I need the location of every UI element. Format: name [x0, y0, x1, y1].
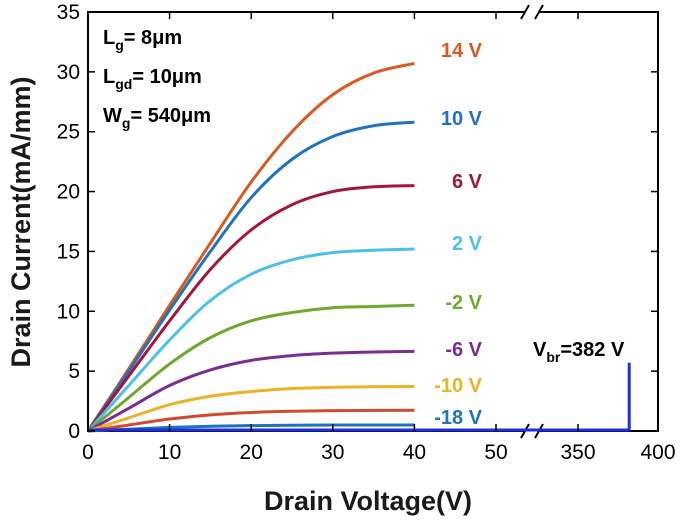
- series-label-4: -2 V: [445, 292, 482, 314]
- x-tick-label: 50: [484, 441, 507, 464]
- series-curve-7: [87, 408, 415, 433]
- series-labels-layer: 14 V 10 V 6 V 2 V -2 V -6 V -10 V -18 V: [434, 40, 482, 429]
- series-label-1: 10 V: [441, 108, 483, 130]
- series-curve-0: [86, 62, 415, 432]
- series-label-2: 6 V: [452, 171, 483, 193]
- axis-break-gap: [524, 8, 540, 16]
- y-tick-label: 30: [57, 61, 80, 84]
- x-tick-label: 20: [240, 441, 263, 464]
- series-label-6: -10 V: [434, 375, 482, 397]
- annotation-lg: Lg= 8μm: [103, 27, 182, 53]
- x-tick-label: 10: [158, 441, 181, 464]
- axis-break-mark: [520, 4, 530, 20]
- axis-break-mark: [534, 4, 544, 20]
- y-axis-title: Drain Current(mA/mm): [6, 76, 36, 367]
- curves-layer: [86, 62, 631, 433]
- series-label-5: -6 V: [445, 339, 482, 361]
- y-tick-label: 5: [68, 360, 80, 383]
- y-tick-label: 0: [68, 420, 80, 443]
- series-label-8: -18 V: [434, 407, 482, 429]
- series-curve-5: [87, 349, 415, 433]
- y-tick-label: 35: [57, 1, 80, 24]
- series-label-3: 2 V: [452, 233, 483, 255]
- y-tick-label: 10: [57, 300, 80, 323]
- series-curve-1: [86, 120, 415, 432]
- y-tick-label: 25: [57, 121, 80, 144]
- x-tick-label: 400: [640, 441, 675, 464]
- series-curve-4: [87, 303, 415, 433]
- x-axis-title: Drain Voltage(V): [264, 486, 472, 516]
- series-curve-3: [86, 247, 415, 433]
- x-tick-label: 0: [82, 441, 94, 464]
- annotation-vbr: Vbr=382 V: [533, 339, 625, 365]
- x-tick-label: 30: [321, 441, 344, 464]
- x-tick-label: 40: [403, 441, 426, 464]
- series-label-0: 14 V: [441, 40, 483, 62]
- y-tick-label: 15: [57, 240, 80, 263]
- annotation-wg: Wg= 540μm: [103, 105, 211, 131]
- y-tick-label: 20: [57, 181, 80, 204]
- x-tick-label: 350: [560, 441, 595, 464]
- series-curve-6: [87, 384, 415, 433]
- series-curve-2: [86, 184, 415, 432]
- annotation-lgd: Lgd= 10μm: [103, 66, 202, 92]
